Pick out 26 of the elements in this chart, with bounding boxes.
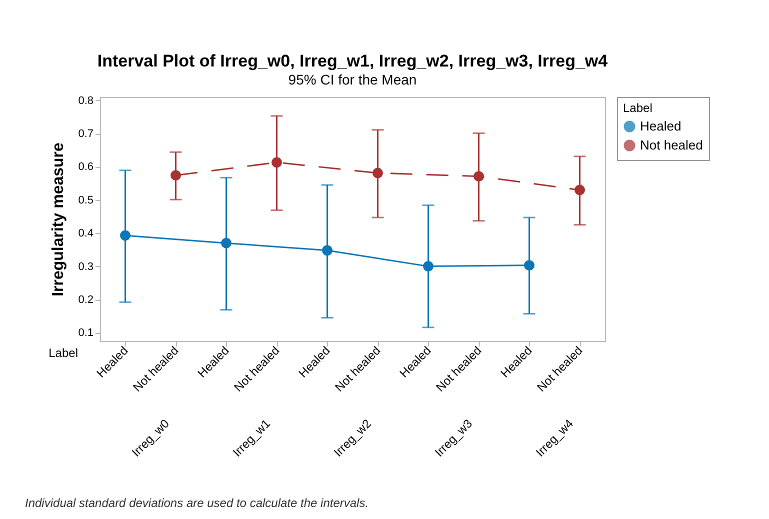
point	[524, 260, 534, 271]
point	[574, 184, 585, 196]
y-tick-label: 0.6	[78, 161, 94, 174]
chart-title: Interval Plot of Irreg_w0, Irreg_w1, Irreg_w2, Irreg_w3, Irreg_w4	[97, 51, 608, 70]
point	[322, 245, 332, 256]
y-tick-label: 0.5	[78, 194, 94, 206]
y-tick-label: 0.4	[78, 228, 94, 240]
legend-label: Not healed	[640, 138, 703, 152]
point	[120, 230, 130, 241]
y-axis-title: Irregularity measure	[50, 142, 68, 296]
text: Label	[48, 346, 78, 360]
point	[372, 168, 383, 178]
y-tick-label: 0.8	[78, 94, 94, 107]
text: Individual standard deviations are used to calculate the intervals.	[25, 496, 369, 510]
legend-title: Label	[623, 101, 652, 115]
point	[221, 238, 232, 248]
y-tick-label: 0.1	[78, 327, 94, 340]
chart-subtitle: 95% CI for the Mean	[288, 71, 417, 88]
point	[474, 171, 484, 182]
y-tick-label: 0.2	[78, 294, 94, 306]
point	[170, 170, 181, 181]
y-tick-label: 0.7	[78, 128, 94, 140]
legend-label: Healed	[640, 118, 682, 134]
point	[272, 157, 282, 168]
point	[423, 261, 434, 272]
y-tick-label: 0.3	[78, 260, 94, 273]
